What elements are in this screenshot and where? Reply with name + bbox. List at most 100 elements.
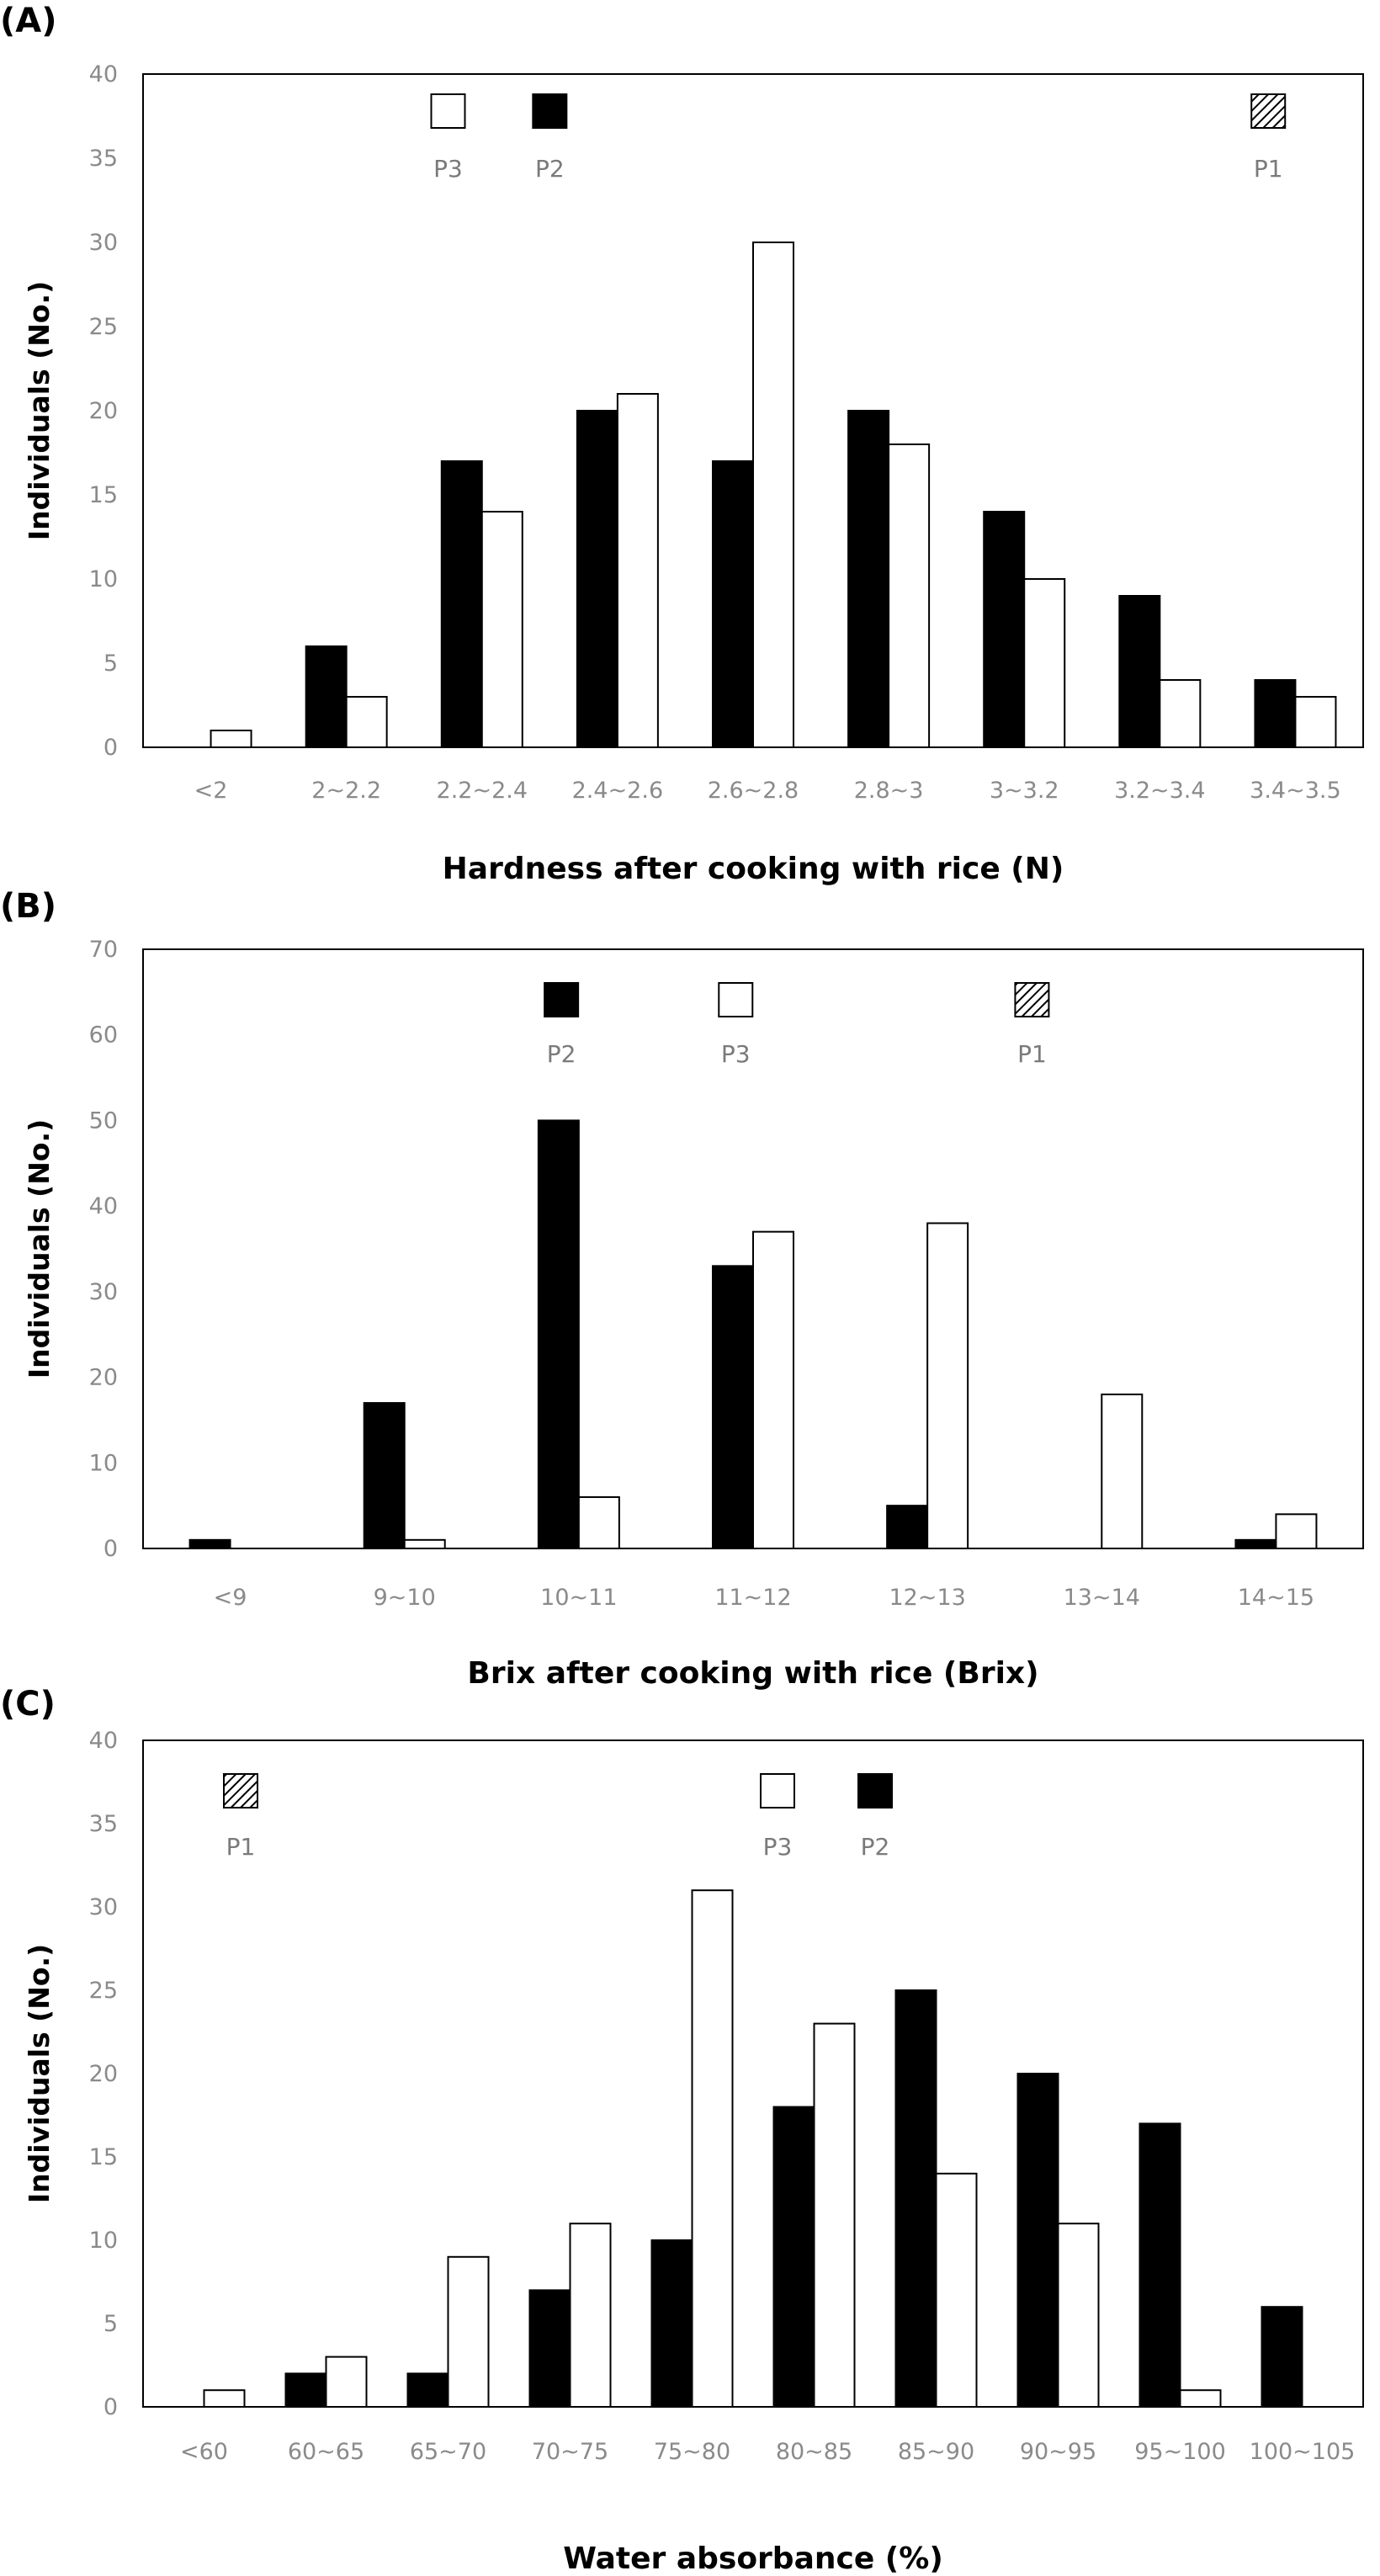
y-tick-label: 35 [89, 146, 118, 172]
legend-marker-p2 [544, 982, 580, 1017]
x-tick-label: 14~15 [1238, 1585, 1314, 1611]
x-tick-label: 11~12 [714, 1585, 791, 1611]
y-tick-label: 0 [104, 2394, 118, 2420]
chart-panel-b: (B) 0 10 20 30 40 50 60 70 <9 9~10 10~11 11~12 12~1… [0, 887, 1364, 1691]
bar-p2 [894, 1989, 937, 2408]
y-tick-label: 60 [89, 1022, 118, 1049]
x-tick-label: 12~13 [889, 1585, 965, 1611]
y-tick-label: 0 [104, 735, 118, 761]
bar-p2 [576, 410, 618, 748]
bar-p2 [284, 2372, 327, 2408]
bar-p3 [403, 1538, 446, 1550]
bar-p2 [983, 511, 1026, 748]
bar-p2 [772, 2106, 815, 2409]
y-tick-label: 10 [89, 1450, 118, 1476]
x-tick-label: 10~11 [540, 1585, 617, 1611]
bar-p2 [1016, 2073, 1059, 2408]
bar-p2 [1254, 679, 1297, 748]
y-tick-label: 30 [89, 1279, 118, 1305]
y-tick-label: 15 [89, 2144, 118, 2170]
bar-p2 [1138, 2122, 1181, 2408]
bar-p3 [325, 2356, 368, 2409]
y-tick-label: 20 [89, 398, 118, 424]
legend-label-p3: P3 [763, 1833, 793, 1861]
bar-p3 [1179, 2389, 1222, 2408]
x-axis-label-b: Brix after cooking with rice (Brix) [467, 1656, 1038, 1691]
legend-marker-p1 [1250, 93, 1287, 129]
y-tick-label: 10 [89, 2228, 118, 2254]
bar-p2 [537, 1119, 580, 1550]
bar-p2 [712, 460, 754, 748]
x-tick-label: 75~80 [654, 2439, 730, 2465]
y-tick-label: 25 [89, 314, 118, 340]
bar-p3 [203, 2389, 246, 2408]
y-tick-label: 15 [89, 482, 118, 508]
y-axis-label-a: Individuals (No.) [23, 281, 56, 540]
bar-p2 [305, 645, 348, 748]
bar-p3 [577, 1495, 620, 1550]
x-tick-label: 70~75 [532, 2439, 608, 2465]
x-tick-label: 95~100 [1134, 2439, 1226, 2465]
bar-p3 [569, 2223, 612, 2408]
chart-panel-a: (A) 0 5 10 15 20 25 30 35 40 <2 2~2.2 2.2~2.4 2.4~2… [0, 2, 1364, 886]
y-tick-label: 35 [89, 1811, 118, 1837]
bar-p3 [1023, 578, 1066, 748]
x-tick-label: <9 [214, 1585, 247, 1611]
x-tick-label: 3~3.2 [990, 778, 1059, 804]
bar-p3 [935, 2172, 978, 2409]
plot-frame-c [142, 1739, 1364, 2408]
x-tick-label: 80~85 [776, 2439, 852, 2465]
legend-marker-p2 [857, 1773, 893, 1809]
bar-p2 [1118, 595, 1161, 748]
bar-p3 [888, 443, 931, 748]
bar-p3 [926, 1222, 969, 1549]
x-tick-label: 100~105 [1250, 2439, 1356, 2465]
bar-p3 [447, 2255, 490, 2409]
bar-p3 [1101, 1393, 1144, 1550]
bar-p2 [1234, 1538, 1277, 1550]
legend-label-p1: P1 [226, 1833, 256, 1861]
bar-p3 [813, 2022, 856, 2409]
x-tick-label: 2~2.2 [311, 778, 381, 804]
y-tick-label: 40 [89, 61, 118, 88]
bar-p2 [406, 2372, 449, 2408]
legend-marker-p1 [1014, 982, 1050, 1017]
bar-p3 [480, 511, 523, 748]
legend-marker-p3 [718, 982, 754, 1017]
legend-marker-p3 [760, 1773, 795, 1809]
legend-label-p2: P2 [861, 1833, 890, 1861]
bar-p3 [1159, 679, 1202, 748]
bar-p3 [1294, 696, 1337, 748]
bar-p3 [752, 1230, 794, 1549]
y-axis-label-b: Individuals (No.) [23, 1119, 56, 1378]
bar-p3 [210, 730, 252, 748]
legend-label-p3: P3 [433, 155, 463, 183]
y-tick-label: 70 [89, 937, 118, 963]
bar-p3 [345, 696, 388, 748]
bar-p2 [712, 1265, 754, 1550]
legend-label-p2: P2 [535, 155, 565, 183]
y-tick-label: 20 [89, 1365, 118, 1391]
x-tick-label: 2.2~2.4 [437, 778, 528, 804]
x-tick-label: 2.4~2.6 [572, 778, 664, 804]
y-tick-label: 20 [89, 2061, 118, 2087]
bar-p3 [1057, 2223, 1100, 2408]
x-tick-label: 9~10 [374, 1585, 436, 1611]
y-tick-label: 40 [89, 1193, 118, 1219]
x-tick-label: 65~70 [410, 2439, 486, 2465]
legend-label-p1: P1 [1017, 1040, 1047, 1068]
legend-label-p2: P2 [547, 1040, 576, 1068]
x-tick-label: 90~95 [1020, 2439, 1096, 2465]
legend-marker-p1 [223, 1773, 258, 1809]
x-tick-label: 3.2~3.4 [1114, 778, 1206, 804]
x-axis-label-c: Water absorbance (%) [563, 2541, 943, 2576]
x-tick-label: 60~65 [288, 2439, 364, 2465]
bar-p3 [691, 1889, 734, 2408]
x-tick-label: 2.6~2.8 [708, 778, 799, 804]
bar-p2 [440, 460, 483, 748]
panel-label-a: (A) [0, 2, 57, 40]
x-tick-label: <60 [180, 2439, 228, 2465]
bar-p2 [188, 1538, 231, 1550]
y-tick-label: 30 [89, 230, 118, 256]
